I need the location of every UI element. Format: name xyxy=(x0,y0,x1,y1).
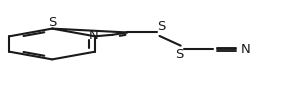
Text: S: S xyxy=(175,48,184,61)
Text: S: S xyxy=(48,16,56,29)
Text: S: S xyxy=(157,20,165,33)
Text: N: N xyxy=(89,29,99,42)
Text: N: N xyxy=(241,43,250,56)
